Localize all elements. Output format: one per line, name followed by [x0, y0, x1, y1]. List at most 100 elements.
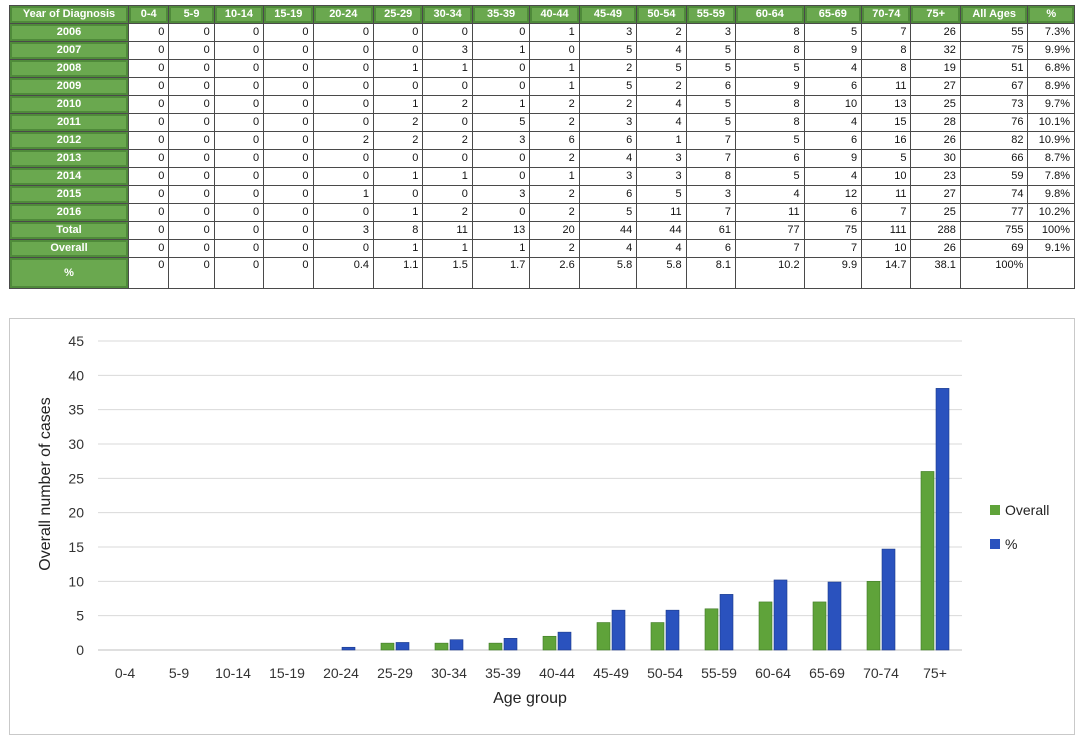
table-cell: 4	[578, 239, 638, 258]
bar-chart-svg: 0 5 10 15 20 25 30 35 40 45 0-4 5-9 10-14 15-19 20-24…	[37, 333, 1049, 707]
table-cell: 0	[127, 203, 170, 222]
column-header: 0-4	[127, 5, 170, 24]
table-cell: 26	[910, 131, 961, 150]
table-cell: 3	[685, 185, 737, 204]
y-tick-label: 30	[68, 436, 84, 452]
column-header: 60-64	[735, 5, 805, 24]
table-cell	[1027, 257, 1075, 289]
table-cell: 100%	[1027, 221, 1075, 240]
table-cell: 0	[422, 185, 473, 204]
table-cell: 5	[578, 41, 638, 60]
y-tick-label: 20	[68, 505, 84, 521]
table-cell: 3	[636, 149, 687, 168]
table-cell: 0	[471, 149, 531, 168]
x-tick-label: 30-34	[431, 665, 467, 681]
column-header: 40-44	[529, 5, 580, 24]
table-cell: 0	[168, 77, 215, 96]
table-cell: 26	[910, 23, 961, 42]
table-cell: 16	[861, 131, 912, 150]
table-cell: 0	[263, 113, 314, 132]
table-cell: 11	[422, 221, 473, 240]
y-tick-label: 15	[68, 539, 84, 555]
column-header: 45-49	[578, 5, 638, 24]
table-cell: 5	[735, 131, 805, 150]
table-cell: 1	[529, 23, 580, 42]
x-axis-ticks: 0-4 5-9 10-14 15-19 20-24 25-29 30-34 35-39 40-4…	[115, 665, 947, 681]
table-cell: 1	[529, 77, 580, 96]
legend: Overall%	[990, 502, 1049, 552]
table-cell: 8	[735, 23, 805, 42]
table-cell: 38.1	[910, 257, 961, 289]
table-cell: 0	[471, 203, 531, 222]
column-header: 55-59	[685, 5, 737, 24]
table-cell: 9.8%	[1027, 185, 1075, 204]
table-cell: 0	[127, 221, 170, 240]
table-cell: 30	[910, 149, 961, 168]
x-tick-label: 20-24	[323, 665, 359, 681]
row-header: 2013	[9, 149, 129, 168]
table-cell: 8	[861, 41, 912, 60]
table-cell: 2	[529, 149, 580, 168]
table-cell: 0	[263, 221, 314, 240]
table-cell: 73	[959, 95, 1029, 114]
table-row: 2009 0 0 0 0 0 0 0 0 1 5 2 6 9 6 11 27 67 8.9%	[9, 77, 1075, 96]
table-cell: 1	[373, 203, 424, 222]
table-cell: 10.1%	[1027, 113, 1075, 132]
x-tick-label: 35-39	[485, 665, 521, 681]
table-cell: 2	[529, 95, 580, 114]
bar-percent	[665, 609, 680, 651]
table-cell: 5	[578, 77, 638, 96]
table-cell: 0	[127, 77, 170, 96]
column-header: 10-14	[213, 5, 265, 24]
table-cell: 7	[861, 23, 912, 42]
bars	[341, 388, 950, 651]
y-tick-label: 0	[76, 642, 84, 658]
table-cell: 11	[861, 77, 912, 96]
table-cell: 2	[422, 131, 473, 150]
table-cell: 0	[263, 59, 314, 78]
bar-percent	[557, 631, 572, 651]
table-row: 2013 0 0 0 0 0 0 0 0 2 4 3 7 6 9 5 30 66 8.7%	[9, 149, 1075, 168]
table-cell: 0	[168, 203, 215, 222]
table-cell: 0	[213, 41, 265, 60]
table-cell: 0	[127, 149, 170, 168]
table-cell: 23	[910, 167, 961, 186]
y-axis-ticks: 0 5 10 15 20 25 30 35 40 45	[68, 333, 84, 658]
bar-overall	[542, 635, 557, 651]
bar-percent	[881, 548, 896, 651]
table-cell: 44	[578, 221, 638, 240]
table-row: 2007 0 0 0 0 0 0 3 1 0 5 4 5 8 9 8 32 75 9.9%	[9, 41, 1075, 60]
table-cell: 11	[735, 203, 805, 222]
table-cell: 4	[735, 185, 805, 204]
column-header: 5-9	[168, 5, 215, 24]
table-cell: 0	[263, 95, 314, 114]
table-cell: 4	[636, 113, 687, 132]
x-tick-label: 25-29	[377, 665, 413, 681]
row-header: 2010	[9, 95, 129, 114]
table-cell: 75	[803, 221, 863, 240]
bar-overall	[920, 471, 935, 651]
table-cell: 0	[373, 77, 424, 96]
table-cell: 2	[529, 239, 580, 258]
table-cell: 0	[471, 77, 531, 96]
table-cell: 25	[910, 203, 961, 222]
table-cell: 9.9	[803, 257, 863, 289]
table-cell: 0	[168, 185, 215, 204]
table-cell: 7.3%	[1027, 23, 1075, 42]
table-cell: 10.2	[735, 257, 805, 289]
table-cell: 5	[685, 113, 737, 132]
table-cell: 0	[263, 257, 314, 289]
table-cell: 1	[373, 59, 424, 78]
table-cell: 2.6	[529, 257, 580, 289]
table-cell: 61	[685, 221, 737, 240]
table-cell: 69	[959, 239, 1029, 258]
x-tick-label: 70-74	[863, 665, 899, 681]
table-cell: 9	[735, 77, 805, 96]
table-cell: 6	[529, 131, 580, 150]
table-cell: 0	[263, 149, 314, 168]
x-tick-label: 60-64	[755, 665, 791, 681]
table-row: % 0 0 0 0 0.4 1.1 1.5 1.7 2.6 5.8 5.8 8.1 10.2 9.9 14.7…	[9, 257, 1075, 289]
table-cell: 0	[168, 59, 215, 78]
row-header: Total	[9, 221, 129, 240]
table-cell: 2	[422, 95, 473, 114]
